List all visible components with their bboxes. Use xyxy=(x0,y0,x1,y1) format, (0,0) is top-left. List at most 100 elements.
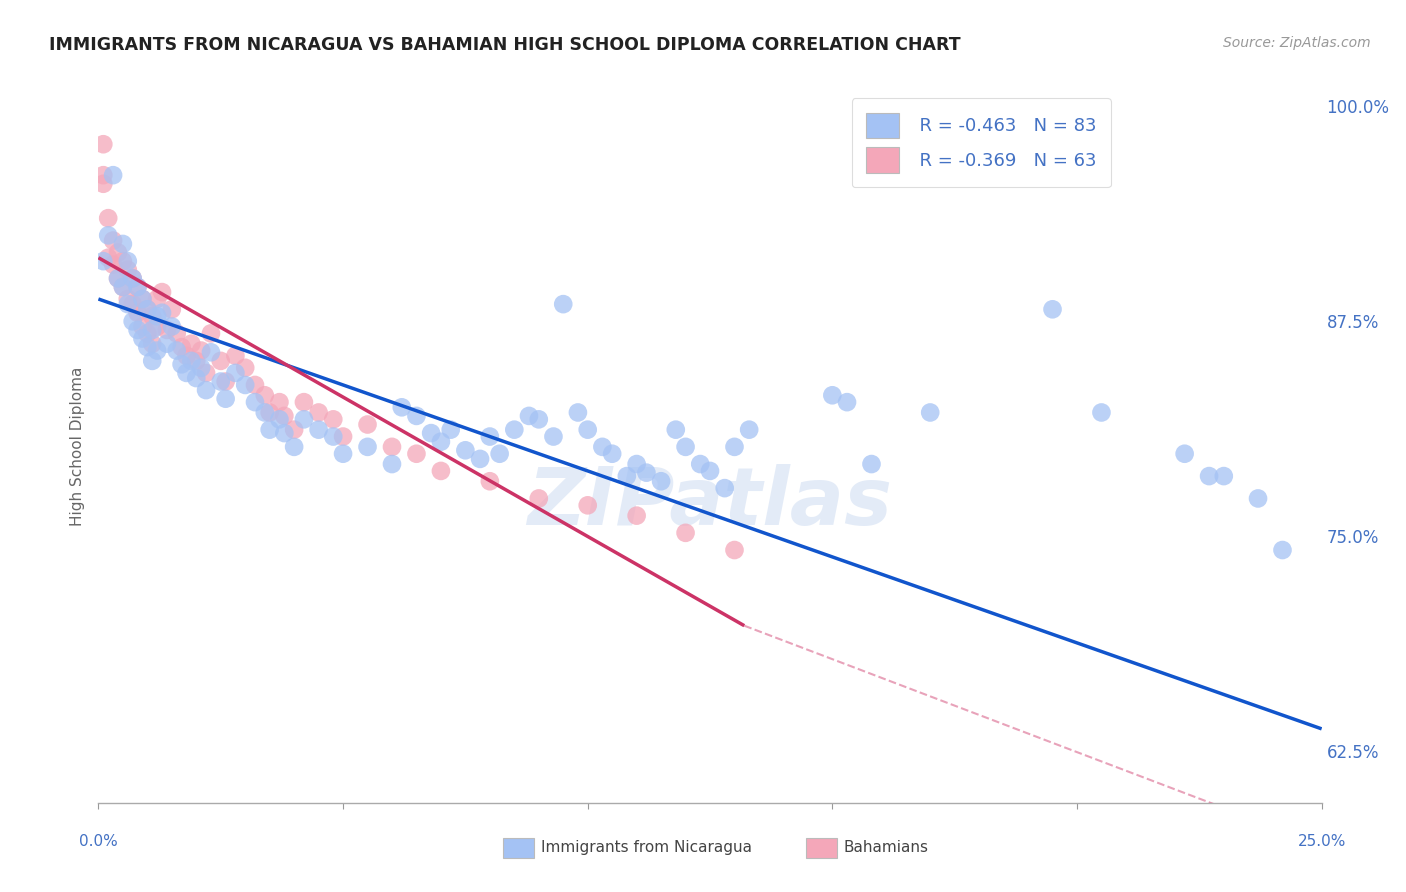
Point xyxy=(689,457,711,471)
Point xyxy=(405,447,427,461)
Text: ZIPatlas: ZIPatlas xyxy=(527,464,893,542)
Point xyxy=(1042,302,1064,317)
Point xyxy=(430,434,453,449)
Point xyxy=(156,323,179,337)
Point xyxy=(111,236,134,251)
Point xyxy=(1090,405,1112,419)
Point xyxy=(146,309,169,323)
Point xyxy=(141,336,163,351)
Point xyxy=(121,314,143,328)
Point xyxy=(322,429,344,443)
Point xyxy=(665,423,688,437)
Point xyxy=(636,466,658,480)
Point xyxy=(131,319,153,334)
Point xyxy=(356,417,378,432)
Point xyxy=(738,423,761,437)
Text: Immigrants from Nicaragua: Immigrants from Nicaragua xyxy=(541,840,752,855)
Text: Source: ZipAtlas.com: Source: ZipAtlas.com xyxy=(1223,36,1371,50)
Point xyxy=(117,254,139,268)
Point xyxy=(200,326,222,341)
Point xyxy=(381,457,404,471)
Point xyxy=(136,340,159,354)
Point xyxy=(146,319,169,334)
Point xyxy=(224,366,246,380)
Point xyxy=(420,426,443,441)
Point xyxy=(111,254,134,268)
Point xyxy=(332,429,354,443)
Point xyxy=(626,457,648,471)
Point xyxy=(650,475,672,489)
Point xyxy=(527,412,550,426)
Point xyxy=(111,280,134,294)
Point xyxy=(454,443,477,458)
Point xyxy=(214,375,236,389)
Point xyxy=(259,405,281,419)
Point xyxy=(91,254,114,268)
Point xyxy=(835,395,858,409)
Point xyxy=(91,168,114,182)
Point xyxy=(101,168,124,182)
Point xyxy=(146,292,169,306)
Text: 0.0%: 0.0% xyxy=(79,834,118,849)
Point xyxy=(127,306,149,320)
Point xyxy=(136,302,159,317)
Point xyxy=(176,366,198,380)
Point xyxy=(567,405,589,419)
Point xyxy=(391,401,413,415)
Point xyxy=(675,440,697,454)
Point xyxy=(488,447,510,461)
Point xyxy=(170,357,193,371)
Point xyxy=(97,228,120,243)
Point xyxy=(127,280,149,294)
Text: IMMIGRANTS FROM NICARAGUA VS BAHAMIAN HIGH SCHOOL DIPLOMA CORRELATION CHART: IMMIGRANTS FROM NICARAGUA VS BAHAMIAN HI… xyxy=(49,36,960,54)
Point xyxy=(283,440,305,454)
Point xyxy=(150,285,173,299)
Point xyxy=(616,469,638,483)
Point xyxy=(292,395,315,409)
Point xyxy=(1174,447,1197,461)
Point xyxy=(1247,491,1270,506)
Point xyxy=(543,429,565,443)
Point xyxy=(195,366,218,380)
Point xyxy=(131,292,153,306)
Point xyxy=(131,292,153,306)
Point xyxy=(195,383,218,397)
Point xyxy=(821,388,844,402)
Point xyxy=(269,395,291,409)
Point xyxy=(156,336,179,351)
Point xyxy=(121,297,143,311)
Point xyxy=(356,440,378,454)
Point xyxy=(176,349,198,363)
Point xyxy=(600,447,623,461)
Point xyxy=(253,388,276,402)
Point xyxy=(1271,543,1294,558)
Point xyxy=(860,457,883,471)
Y-axis label: High School Diploma: High School Diploma xyxy=(69,367,84,525)
Point xyxy=(166,326,188,341)
Point xyxy=(101,234,124,248)
Point xyxy=(136,302,159,317)
Point xyxy=(381,440,404,454)
Point xyxy=(322,412,344,426)
Point xyxy=(273,426,295,441)
Point xyxy=(190,360,212,375)
Point xyxy=(160,302,183,317)
Point xyxy=(190,343,212,358)
Point xyxy=(224,349,246,363)
Point xyxy=(430,464,453,478)
Point xyxy=(209,354,232,368)
Point xyxy=(170,340,193,354)
Point xyxy=(180,354,202,368)
Point xyxy=(920,405,942,419)
Point xyxy=(675,525,697,540)
Point xyxy=(440,423,463,437)
Text: Bahamians: Bahamians xyxy=(844,840,928,855)
Point xyxy=(308,405,330,419)
Point xyxy=(253,405,276,419)
Text: 25.0%: 25.0% xyxy=(1298,834,1346,849)
Point xyxy=(591,440,613,454)
Point xyxy=(273,409,295,423)
Point xyxy=(233,378,256,392)
Point xyxy=(160,319,183,334)
Point xyxy=(308,423,330,437)
